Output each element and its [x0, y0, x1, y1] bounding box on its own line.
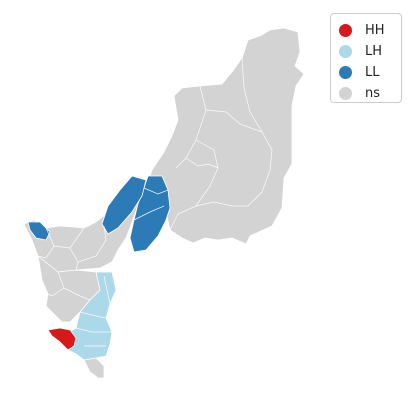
legend-label-ns: ns	[365, 86, 381, 101]
legend-marker-ll	[339, 66, 352, 79]
legend-label-ll: LL	[365, 65, 380, 80]
legend-marker-ns	[339, 87, 352, 100]
legend-item-ll: LL	[339, 62, 395, 83]
legend-item-hh: HH	[339, 20, 395, 41]
legend: HH LH LL ns	[330, 13, 402, 103]
region-hh-southwest	[47, 327, 77, 351]
legend-label-lh: LH	[365, 44, 383, 59]
legend-marker-lh	[339, 45, 352, 58]
legend-label-hh: HH	[365, 23, 385, 38]
region-ns-northeast	[147, 27, 305, 245]
legend-item-ns: ns	[339, 83, 395, 104]
boundary-lines	[37, 57, 273, 347]
legend-marker-hh	[339, 24, 352, 37]
region-ns-south-tip	[83, 357, 105, 379]
legend-item-lh: LH	[339, 41, 395, 62]
region-ll-northwest	[27, 221, 51, 241]
